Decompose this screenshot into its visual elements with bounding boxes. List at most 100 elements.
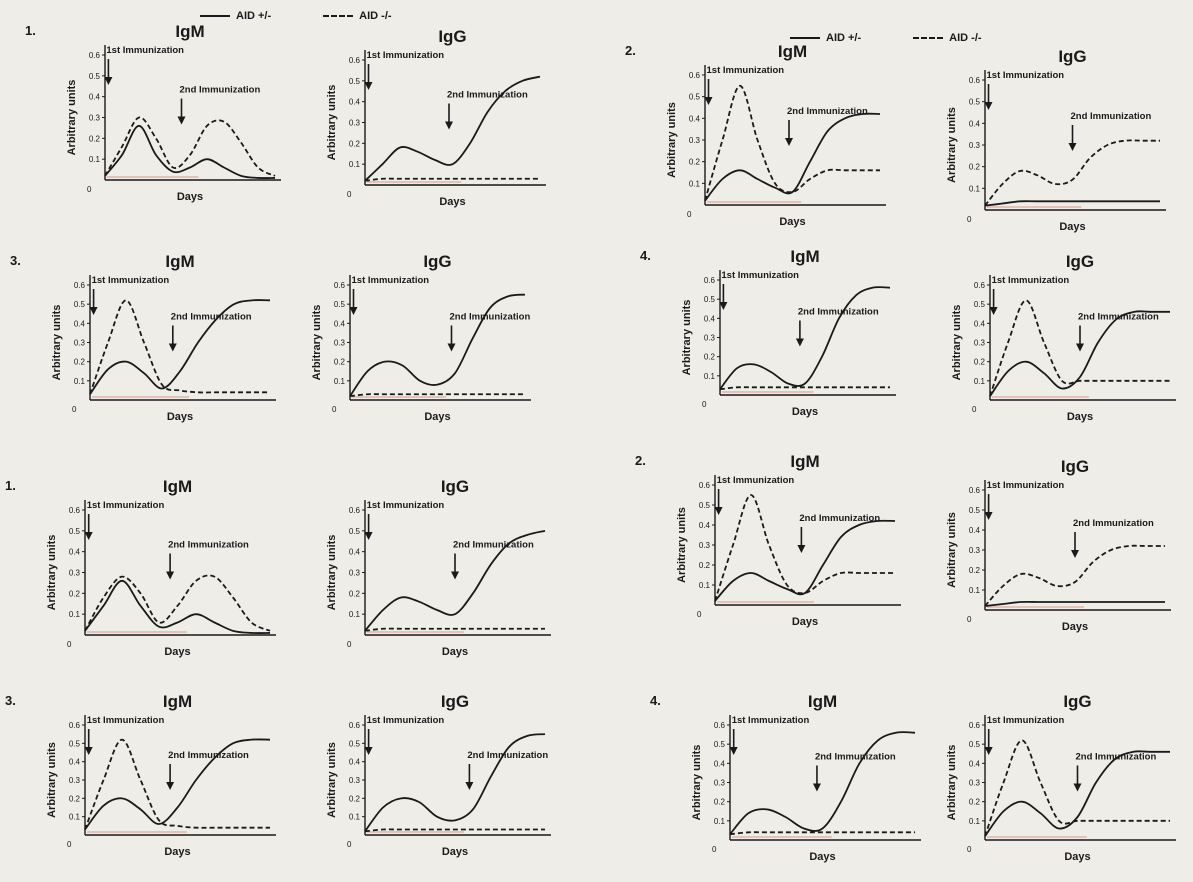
annotation-arrow-head [714,507,723,515]
y-tick-label: 0.6 [349,721,361,730]
annotation-first-immunization: 1st Immunization [367,50,445,61]
chart-title: IgG [438,27,466,46]
series-aid-plus-line [984,750,1170,837]
y-axis-label: Arbitrary units [681,300,693,376]
chart-panel-9: 1. IgM 0.1 0.2 0.3 0.4 0.5 0.6 0 Arbitrary units D… [5,477,276,658]
y-tick-label: 0.1 [349,610,361,619]
y-axis-label: Arbitrary units [691,745,703,821]
y-tick-label: 0.1 [334,377,346,386]
panel-number: 1. [25,23,36,38]
y-tick-label: 0.2 [704,353,716,362]
y-tick-label: 0.2 [699,561,711,570]
y-tick-label: 0.3 [89,114,101,123]
y-axis-label: Arbitrary units [946,745,958,821]
annotation-second-immunization: 2nd Immunization [447,90,528,101]
y-tick-label: 0.6 [969,721,981,730]
annotation-arrow-head [84,747,93,755]
annotation-arrow-head [364,532,373,540]
series-aid-plus-line [719,286,891,390]
annotation-arrow-head [1076,343,1084,352]
y-tick-label: 0.2 [349,794,361,803]
legend-right-dashed-label: AID -/- [949,32,982,44]
y-tick-label: 0.1 [704,372,716,381]
y-tick-label: 0.4 [349,98,361,107]
y-tick-label: 0.5 [699,501,711,510]
legend-left-dashed-swatch [323,15,354,17]
y-tick-label: 0.6 [974,281,986,290]
panel-number: 4. [650,693,661,708]
origin-label: 0 [332,405,337,414]
annotation-arrow-head [719,302,728,310]
y-tick-label: 0.5 [689,93,701,102]
y-axis-label: Arbitrary units [51,305,63,381]
y-tick-label: 0.6 [714,721,726,730]
y-tick-label: 0.4 [334,319,346,328]
y-tick-label: 0.1 [969,586,981,595]
chart-title: IgG [1066,252,1094,271]
annotation-arrow-head [984,512,993,520]
y-tick-label: 0.4 [349,548,361,557]
annotation-arrow-head [795,338,804,347]
origin-label: 0 [72,405,77,414]
y-tick-label: 0.4 [689,114,701,123]
annotation-first-immunization: 1st Immunization [352,275,430,286]
series-aid-plus-line [89,299,271,395]
origin-label: 0 [972,405,977,414]
annotation-arrow-head [984,102,993,110]
y-tick-label: 0.6 [969,76,981,85]
chart-panel-11: 2. IgM 0.1 0.2 0.3 0.4 0.5 0.6 0 Arbitrary units D… [635,452,901,628]
y-tick-label: 0.5 [74,300,86,309]
series-aid-minus-line [104,116,276,177]
y-tick-label: 0.5 [704,295,716,304]
legend-left-solid-label: AID +/- [236,10,272,22]
annotation-arrow-head [729,747,738,755]
x-axis-label: Days [1064,851,1090,863]
annotation-second-immunization: 2nd Immunization [467,750,548,761]
chart-title: IgG [441,477,469,496]
y-tick-label: 0.2 [349,589,361,598]
chart-title: IgG [441,692,469,711]
series-aid-minus-line [729,831,916,836]
series-aid-plus-line [364,733,546,832]
series-aid-minus-line [89,299,270,395]
annotation-arrow-head [166,571,175,580]
series-aid-minus-line [704,84,880,201]
y-tick-label: 0.1 [689,179,701,188]
chart-panel-5: 3. IgM 0.1 0.2 0.3 0.4 0.5 0.6 0 Arbitrary units D… [10,252,276,423]
y-axis-label: Arbitrary units [46,742,58,818]
annotation-arrow-head [812,783,821,792]
y-tick-label: 0.2 [689,158,701,167]
annotation-first-immunization: 1st Immunization [707,65,785,76]
series-aid-plus-line [364,529,546,632]
y-tick-label: 0.4 [704,314,716,323]
origin-label: 0 [687,210,692,219]
legend-left-dashed-label: AID -/- [359,10,392,22]
series-aid-minus-line [84,738,270,830]
y-axis-label: Arbitrary units [311,305,323,381]
y-tick-label: 0.4 [74,319,86,328]
series-aid-minus-line [349,393,525,398]
y-axis-label: Arbitrary units [666,102,678,178]
chart-panel-7: 4. IgM 0.1 0.2 0.3 0.4 0.5 0.6 0 Arbitrary units D… [640,247,896,418]
y-tick-label: 0.5 [349,527,361,536]
series-aid-plus-line [984,600,1165,607]
y-tick-label: 0.4 [969,759,981,768]
origin-label: 0 [347,640,352,649]
annotation-arrow-head [785,138,793,146]
chart-panel-13: 3. IgM 0.1 0.2 0.3 0.4 0.5 0.6 0 Arbitrary units D… [5,692,276,858]
y-tick-label: 0.6 [699,481,711,490]
x-axis-label: Days [1067,411,1093,423]
annotation-arrow-head [349,307,358,315]
annotation-first-immunization: 1st Immunization [987,480,1065,491]
y-tick-label: 0.5 [714,740,726,749]
y-tick-label: 0.2 [969,163,981,172]
y-tick-label: 0.6 [349,506,361,515]
x-axis-label: Days [439,196,465,208]
x-axis-label: Days [442,846,468,858]
annotation-arrow-head [168,343,177,352]
chart-panel-2: IgG 0.1 0.2 0.3 0.4 0.5 0.6 0 Arbitrary units Day… [326,27,546,208]
y-axis-label: Arbitrary units [326,85,338,161]
y-tick-label: 0.2 [969,566,981,575]
y-axis-label: Arbitrary units [326,535,338,611]
origin-label: 0 [697,610,702,619]
